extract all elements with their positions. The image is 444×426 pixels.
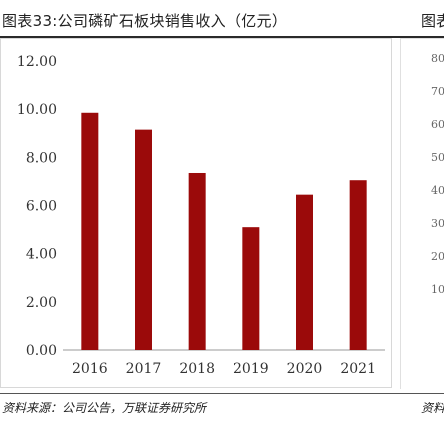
y-tick-label: 12.00 (17, 54, 57, 70)
bar-2021 (349, 180, 367, 350)
y-tick-label: 0.00 (26, 343, 57, 359)
x-tick-label: 2018 (179, 361, 215, 377)
bar-chart: 0.00 2.00 4.00 6.00 8.00 10.00 12.00 2016 2017 20… (17, 54, 385, 377)
adjacent-y-tick-label: 40 (431, 184, 444, 197)
y-tick-label: 4.00 (26, 247, 57, 263)
adjacent-source-fragment: 资料 (421, 401, 444, 415)
source-note: 资料来源：公司公告，万联证券研究所 (2, 401, 207, 415)
bar-2016 (81, 112, 99, 350)
x-tick-label: 2020 (287, 361, 323, 377)
adjacent-y-tick-label: 50 (431, 151, 444, 164)
y-tick-label: 10.00 (17, 102, 57, 118)
chart-title: 图表33:公司磷矿石板块销售收入（亿元） (2, 12, 288, 30)
adjacent-y-tick-label: 80 (431, 52, 444, 65)
y-tick-label: 8.00 (26, 150, 57, 166)
x-tick-label: 2016 (72, 361, 108, 377)
adjacent-chart-title-fragment: 图表 (421, 12, 444, 30)
bar-2020 (296, 194, 313, 350)
x-tick-label: 2019 (233, 361, 269, 377)
bar-2018 (188, 172, 206, 350)
adjacent-y-tick-label: 60 (431, 118, 444, 131)
adjacent-y-tick-label: 10 (431, 283, 444, 296)
y-tick-label: 2.00 (26, 295, 57, 311)
y-tick-label: 6.00 (26, 199, 57, 215)
x-tick-label: 2017 (126, 361, 162, 377)
title-bar: 图表33:公司磷矿石板块销售收入（亿元） 图表 (0, 0, 444, 38)
footer-divider (0, 393, 444, 394)
bar-2019 (242, 227, 260, 350)
bar-2017 (135, 129, 152, 350)
adjacent-chart-fragment: 80 70 60 50 40 30 20 10 (400, 38, 444, 389)
adjacent-y-tick-label: 30 (431, 217, 444, 230)
x-tick-label: 2021 (340, 361, 376, 377)
adjacent-y-tick-label: 20 (431, 250, 444, 263)
adjacent-y-tick-label: 70 (431, 85, 444, 98)
plot-frame: 0.00 2.00 4.00 6.00 8.00 10.00 12.00 2016 2017 20… (0, 38, 392, 388)
